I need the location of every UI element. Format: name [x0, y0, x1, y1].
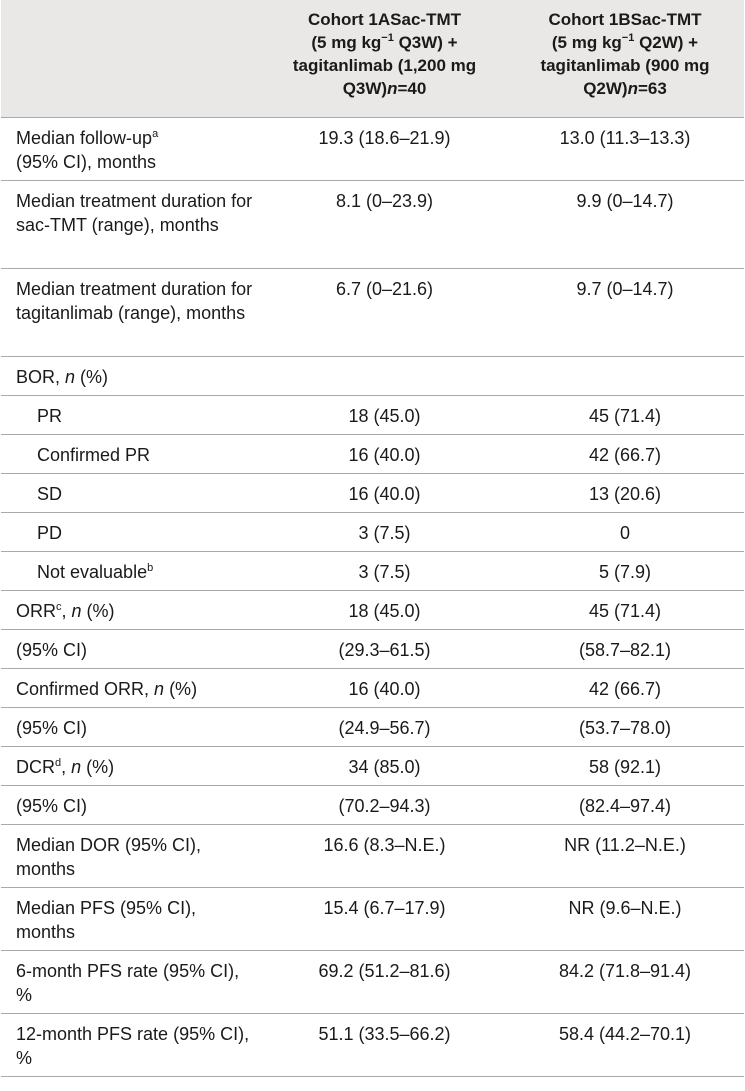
cohort-1b-value: 45 (71.4)	[506, 395, 744, 435]
header-row: Cohort 1ASac-TMT (5 mg kg−1 Q3W) + tagit…	[1, 0, 744, 118]
row-label: PR	[1, 395, 263, 435]
row-label: Confirmed PR	[1, 434, 263, 474]
table-row: DCRd, n (%) 34 (85.0) 58 (92.1)	[1, 746, 744, 786]
cohort-1b-value: (58.7–82.1)	[506, 629, 744, 669]
cohort-1b-value	[506, 356, 744, 396]
cohort-1a-value: 51.1 (33.5–66.2)	[263, 1013, 506, 1077]
cohort-1a-value: 15.4 (6.7–17.9)	[263, 887, 506, 951]
row-label: Median DOR (95% CI), months	[1, 824, 263, 888]
cohort-1b-value: 13 (20.6)	[506, 473, 744, 513]
cohort-1a-value: 6.7 (0–21.6)	[263, 268, 506, 357]
row-label: Median follow-upa (95% CI), months	[1, 117, 263, 181]
table-row: Median follow-upa (95% CI), months 19.3 (…	[1, 117, 744, 181]
cohort-1a-value: 16 (40.0)	[263, 434, 506, 474]
cohort-1a-value: (29.3–61.5)	[263, 629, 506, 669]
cohort-1a-value: 16 (40.0)	[263, 473, 506, 513]
row-label: Median treatment duration for sac-TMT (r…	[1, 180, 263, 269]
header-cohort-1b: Cohort 1BSac-TMT (5 mg kg−1 Q2W) + tagit…	[506, 0, 744, 118]
cohort-1a-value: 8.1 (0–23.9)	[263, 180, 506, 269]
cohort-1a-value: 34 (85.0)	[263, 746, 506, 786]
cohort-1b-value: 9.9 (0–14.7)	[506, 180, 744, 269]
cohort-1a-value: 3 (7.5)	[263, 512, 506, 552]
table-row: PD 3 (7.5) 0	[1, 512, 744, 552]
cohort-1b-value: 9.7 (0–14.7)	[506, 268, 744, 357]
cohort-1b-value: (82.4–97.4)	[506, 785, 744, 825]
cohort-1b-value: 5 (7.9)	[506, 551, 744, 591]
row-label: (95% CI)	[1, 785, 263, 825]
table-row: 6-month PFS rate (95% CI), % 69.2 (51.2–…	[1, 950, 744, 1014]
row-label: Confirmed ORR, n (%)	[1, 668, 263, 708]
cohort-1a-value: 16.6 (8.3–N.E.)	[263, 824, 506, 888]
cohort-1b-value: NR (9.6–N.E.)	[506, 887, 744, 951]
row-label: Median PFS (95% CI), months	[1, 887, 263, 951]
table-row: Median DOR (95% CI), months 16.6 (8.3–N.…	[1, 824, 744, 888]
cohort-1a-value: 16 (40.0)	[263, 668, 506, 708]
cohort-1b-value: 58.4 (44.2–70.1)	[506, 1013, 744, 1077]
row-label: (95% CI)	[1, 707, 263, 747]
cohort-1b-value: (53.7–78.0)	[506, 707, 744, 747]
row-label: PD	[1, 512, 263, 552]
cohort-1b-value: 0	[506, 512, 744, 552]
row-label: Median treatment duration for tagitanlim…	[1, 268, 263, 357]
row-label: 6-month PFS rate (95% CI), %	[1, 950, 263, 1014]
table-row: Not evaluableb 3 (7.5) 5 (7.9)	[1, 551, 744, 591]
table-row: (95% CI) (70.2–94.3) (82.4–97.4)	[1, 785, 744, 825]
table-row: SD 16 (40.0) 13 (20.6)	[1, 473, 744, 513]
table-row: Median treatment duration for tagitanlim…	[1, 268, 744, 357]
cohort-1b-value: 13.0 (11.3–13.3)	[506, 117, 744, 181]
cohort-1a-value: 19.3 (18.6–21.9)	[263, 117, 506, 181]
header-blank	[1, 0, 263, 118]
cohort-1a-value: (70.2–94.3)	[263, 785, 506, 825]
cohort-1b-value: NR (11.2–N.E.)	[506, 824, 744, 888]
cohort-1a-value: 69.2 (51.2–81.6)	[263, 950, 506, 1014]
cohort-1a-value: (24.9–56.7)	[263, 707, 506, 747]
row-label: ORRc, n (%)	[1, 590, 263, 630]
table-row: (95% CI) (24.9–56.7) (53.7–78.0)	[1, 707, 744, 747]
row-label: (95% CI)	[1, 629, 263, 669]
table-row: Median PFS (95% CI), months 15.4 (6.7–17…	[1, 887, 744, 951]
cohort-1a-value	[263, 356, 506, 396]
cohort-1b-value: 58 (92.1)	[506, 746, 744, 786]
table-row: 12-month PFS rate (95% CI), % 51.1 (33.5…	[1, 1013, 744, 1077]
table-row: Confirmed ORR, n (%) 16 (40.0) 42 (66.7)	[1, 668, 744, 708]
cohort-1b-value: 45 (71.4)	[506, 590, 744, 630]
table-row: (95% CI) (29.3–61.5) (58.7–82.1)	[1, 629, 744, 669]
row-label: 12-month PFS rate (95% CI), %	[1, 1013, 263, 1077]
cohort-1a-value: 18 (45.0)	[263, 590, 506, 630]
row-label: BOR, n (%)	[1, 356, 263, 396]
cohort-1a-value: 18 (45.0)	[263, 395, 506, 435]
row-label: Not evaluableb	[1, 551, 263, 591]
table-row: BOR, n (%)	[1, 356, 744, 396]
cohort-1b-value: 42 (66.7)	[506, 668, 744, 708]
table-row: Median treatment duration for sac-TMT (r…	[1, 180, 744, 269]
cohort-1b-value: 84.2 (71.8–91.4)	[506, 950, 744, 1014]
table-row: PR 18 (45.0) 45 (71.4)	[1, 395, 744, 435]
cohort-1b-value: 42 (66.7)	[506, 434, 744, 474]
cohort-1a-value: 3 (7.5)	[263, 551, 506, 591]
table-row: ORRc, n (%) 18 (45.0) 45 (71.4)	[1, 590, 744, 630]
row-label: SD	[1, 473, 263, 513]
table-row: Confirmed PR 16 (40.0) 42 (66.7)	[1, 434, 744, 474]
header-cohort-1a: Cohort 1ASac-TMT (5 mg kg−1 Q3W) + tagit…	[263, 0, 506, 118]
row-label: DCRd, n (%)	[1, 746, 263, 786]
